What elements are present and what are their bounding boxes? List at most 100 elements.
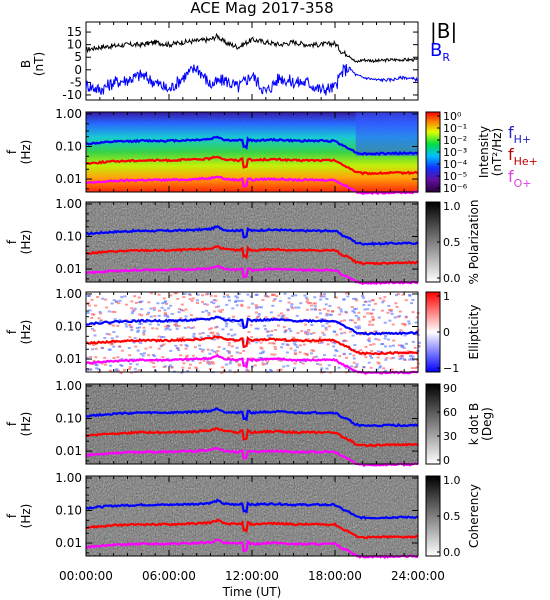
colorbar-label: % Polarization <box>467 200 481 285</box>
ellipticity-pixel <box>235 304 239 307</box>
ellipticity-pixel <box>190 299 194 302</box>
ellipticity-pixel <box>357 327 361 330</box>
ellipticity-pixel <box>101 347 104 350</box>
ellipticity-pixel <box>96 296 100 298</box>
ellipticity-pixel <box>405 342 408 345</box>
ellipticity-pixel <box>313 305 317 308</box>
ellipticity-pixel <box>411 359 415 361</box>
ellipticity-pixel <box>227 344 231 347</box>
panel-intensity: 1.00 0.10 0.01 f (Hz) 10⁰10⁻¹10⁻²10⁻³10⁻⁴10⁻⁵… <box>5 107 538 196</box>
ellipticity-pixel <box>407 322 411 325</box>
ellipticity-pixel <box>149 307 153 310</box>
ellipticity-pixel <box>184 347 188 350</box>
ellipticity-pixel <box>374 302 377 305</box>
ellipticity-pixel <box>229 360 233 363</box>
gyrofrequency-curve-f-he <box>85 335 419 356</box>
ellipticity-pixel <box>192 326 196 329</box>
y-tick-label: 1.00 <box>55 107 82 121</box>
ellipticity-pixel <box>254 304 258 307</box>
ellipticity-pixel <box>357 311 361 314</box>
ellipticity-pixel <box>388 309 392 311</box>
ellipticity-pixel <box>397 344 401 347</box>
ellipticity-pixel <box>388 319 392 322</box>
ellipticity-pixel <box>369 366 373 369</box>
ellipticity-pixel <box>240 304 244 307</box>
ellipticity-pixel <box>134 301 138 304</box>
ellipticity-pixel <box>265 295 269 298</box>
ellipticity-pixel <box>170 366 174 369</box>
ellipticity-pixel <box>157 347 161 350</box>
ellipticity-pixel <box>230 334 234 337</box>
ellipticity-pixel <box>240 303 244 306</box>
ellipticity-pixel <box>148 323 152 326</box>
ellipticity-pixel <box>235 360 238 363</box>
ellipticity-pixel <box>216 337 220 340</box>
ellipticity-pixel <box>164 328 168 331</box>
ellipticity-pixel <box>179 344 183 347</box>
ellipticity-pixel <box>202 359 206 362</box>
ellipticity-pixel <box>349 330 352 333</box>
ellipticity-pixel <box>403 323 407 326</box>
ellipticity-pixel <box>210 301 214 304</box>
ellipticity-pixel <box>300 330 304 333</box>
ellipticity-pixel <box>315 316 319 319</box>
ellipticity-pixel <box>115 368 119 371</box>
ellipticity-pixel <box>305 352 309 355</box>
ellipticity-pixel <box>286 364 290 367</box>
ellipticity-pixel <box>163 301 167 304</box>
ellipticity-pixel <box>374 338 378 340</box>
ellipticity-pixel <box>268 342 272 345</box>
ellipticity-pixel <box>144 347 148 350</box>
ellipticity-pixel <box>362 353 366 356</box>
ellipticity-pixel <box>91 313 95 316</box>
ellipticity-pixel <box>319 312 322 315</box>
colorbar-unit: (nT²/Hz) <box>490 128 504 176</box>
ellipticity-pixel <box>187 326 190 329</box>
ellipticity-pixel <box>283 292 287 295</box>
ellipticity-pixel <box>321 324 325 327</box>
ellipticity-pixel <box>331 310 335 312</box>
gyrofrequency-label-subscript: He+ <box>514 155 538 168</box>
ellipticity-pixel <box>187 367 191 370</box>
ellipticity-pixel <box>292 342 296 345</box>
ellipticity-pixel <box>224 363 228 366</box>
ellipticity-pixel <box>88 309 92 312</box>
ellipticity-pixel <box>376 350 380 353</box>
ellipticity-pixel <box>414 321 418 324</box>
ellipticity-pixel <box>130 300 134 303</box>
ellipticity-pixel <box>312 356 316 359</box>
ellipticity-pixel <box>413 346 417 349</box>
ellipticity-pixel <box>146 313 150 316</box>
ellipticity-pixel <box>323 354 326 357</box>
x-tick-label: 06:00:00 <box>142 569 196 583</box>
ellipticity-pixel <box>325 314 329 317</box>
ellipticity-pixel <box>399 329 403 332</box>
ellipticity-pixel <box>230 355 234 357</box>
ellipticity-pixel <box>323 318 326 321</box>
ellipticity-pixel <box>318 309 322 311</box>
colorbar-tick-label: 0.5 <box>443 510 461 523</box>
ellipticity-pixel <box>378 297 382 300</box>
ellipticity-pixel <box>206 348 210 351</box>
ellipticity-pixel <box>342 298 345 301</box>
ellipticity-pixel <box>249 324 253 327</box>
ellipticity-pixel <box>400 357 404 360</box>
colorbar-tick-label: 60 <box>443 406 457 419</box>
ellipticity-pixel <box>388 345 392 348</box>
gyrofrequency-curve-f-h <box>85 135 419 156</box>
ellipticity-pixel <box>130 312 134 315</box>
ellipticity-pixel <box>285 351 289 354</box>
ellipticity-pixel <box>112 345 116 348</box>
ellipticity-pixel <box>237 299 241 302</box>
gyrofrequency-curve-f-h <box>85 315 419 336</box>
ellipticity-pixel <box>118 318 122 321</box>
ellipticity-pixel <box>177 311 181 314</box>
gyrofrequency-curve-f-h <box>85 407 419 428</box>
ellipticity-pixel <box>238 364 241 367</box>
ellipticity-pixel <box>196 370 200 373</box>
ellipticity-pixel <box>338 313 342 316</box>
ellipticity-pixel <box>176 297 180 300</box>
ellipticity-pixel <box>320 371 324 374</box>
ellipticity-pixel <box>282 365 286 368</box>
ellipticity-pixel <box>310 324 314 326</box>
